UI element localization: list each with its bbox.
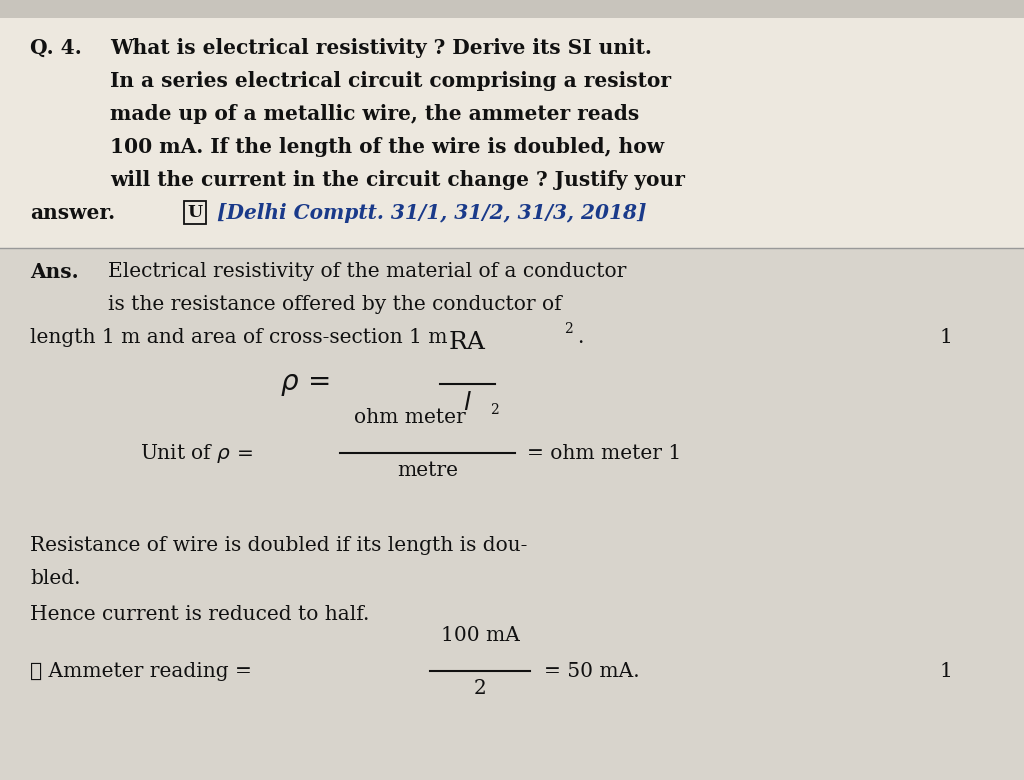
Text: answer.: answer. <box>30 203 115 223</box>
Text: 2: 2 <box>564 322 572 336</box>
Text: metre: metre <box>397 462 458 480</box>
Text: made up of a metallic wire, the ammeter reads: made up of a metallic wire, the ammeter … <box>110 104 639 124</box>
Text: length 1 m and area of cross-section 1 m: length 1 m and area of cross-section 1 m <box>30 328 447 347</box>
Text: In a series electrical circuit comprising a resistor: In a series electrical circuit comprisin… <box>110 71 671 91</box>
Text: bled.: bled. <box>30 569 81 588</box>
Text: What is electrical resistivity ? Derive its SI unit.: What is electrical resistivity ? Derive … <box>110 38 652 58</box>
Text: ∴ Ammeter reading =: ∴ Ammeter reading = <box>30 661 258 681</box>
Text: Unit of $\rho\,=$: Unit of $\rho\,=$ <box>140 442 254 465</box>
Bar <box>0 248 1024 780</box>
Text: = 50 mA.: = 50 mA. <box>544 661 640 681</box>
Text: RA: RA <box>450 331 486 354</box>
Text: Resistance of wire is doubled if its length is dou-: Resistance of wire is doubled if its len… <box>30 536 527 555</box>
Text: Hence current is reduced to half.: Hence current is reduced to half. <box>30 605 370 624</box>
Text: Q. 4.: Q. 4. <box>30 38 82 58</box>
Text: [Delhi Comptt. 31/1, 31/2, 31/3, 2018]: [Delhi Comptt. 31/1, 31/2, 31/3, 2018] <box>217 203 646 223</box>
Text: 2: 2 <box>490 403 499 417</box>
Text: .: . <box>577 328 584 347</box>
Bar <box>0 0 1024 18</box>
Text: $\rho\,=\,$: $\rho\,=\,$ <box>281 370 330 398</box>
Text: ohm meter: ohm meter <box>353 409 465 427</box>
Text: U: U <box>187 204 203 221</box>
Text: 1: 1 <box>940 328 953 347</box>
Bar <box>0 0 1024 248</box>
Text: 2: 2 <box>474 679 486 698</box>
Text: $l$: $l$ <box>463 392 472 415</box>
Text: 1: 1 <box>940 661 953 681</box>
Text: Electrical resistivity of the material of a conductor: Electrical resistivity of the material o… <box>108 262 627 281</box>
Text: will the current in the circuit change ? Justify your: will the current in the circuit change ?… <box>110 170 685 190</box>
Text: 100 mA: 100 mA <box>440 626 519 645</box>
Text: = ohm meter 1: = ohm meter 1 <box>527 444 681 463</box>
Text: is the resistance offered by the conductor of: is the resistance offered by the conduct… <box>108 295 561 314</box>
Text: Ans.: Ans. <box>30 262 79 282</box>
Text: 100 mA. If the length of the wire is doubled, how: 100 mA. If the length of the wire is dou… <box>110 137 665 157</box>
